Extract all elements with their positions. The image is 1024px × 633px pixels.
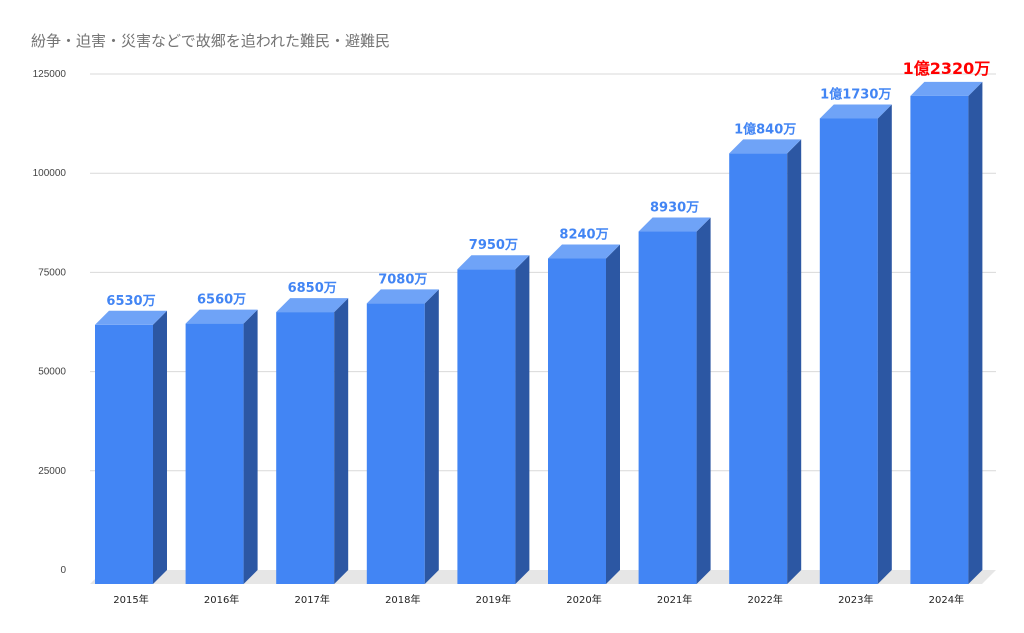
y-tick-label: 75000 bbox=[38, 267, 66, 278]
x-tick-label: 2018年 bbox=[385, 593, 420, 606]
x-tick-label: 2022年 bbox=[747, 593, 782, 606]
data-label: 8240万 bbox=[559, 228, 608, 243]
x-tick-label: 2016年 bbox=[204, 593, 239, 606]
bar-side bbox=[606, 244, 620, 584]
y-tick-label: 25000 bbox=[38, 466, 66, 477]
chart-title: 紛争・迫害・災害などで故郷を追われた難民・避難民 bbox=[31, 32, 390, 50]
data-label: 6560万 bbox=[197, 293, 246, 308]
bar-side bbox=[787, 139, 802, 585]
x-tick-label: 2021年 bbox=[657, 593, 692, 606]
y-tick-label: 100000 bbox=[33, 168, 67, 179]
bar-side bbox=[243, 309, 258, 584]
bar-front bbox=[276, 312, 335, 584]
data-label-highlight: 1億2320万 bbox=[903, 59, 991, 78]
bar-front bbox=[910, 95, 969, 584]
data-label: 7950万 bbox=[469, 238, 518, 253]
bar-top bbox=[638, 217, 711, 232]
bar-top bbox=[276, 298, 349, 313]
bar-front bbox=[457, 269, 516, 584]
data-label: 1億840万 bbox=[734, 121, 796, 137]
y-tick-label: 125000 bbox=[33, 69, 67, 80]
bar-top bbox=[819, 104, 892, 119]
bar-side bbox=[968, 81, 983, 584]
bar-top bbox=[366, 289, 439, 304]
bar-side bbox=[877, 104, 892, 585]
y-tick-label: 50000 bbox=[38, 367, 66, 378]
bar-side bbox=[153, 310, 167, 584]
bar-top bbox=[729, 139, 802, 154]
data-label: 1億1730万 bbox=[820, 86, 891, 102]
bar-side bbox=[515, 255, 530, 585]
y-tick-label: 0 bbox=[60, 565, 66, 576]
bar-top bbox=[910, 81, 983, 96]
x-tick-label: 2024年 bbox=[929, 593, 964, 606]
bar-top bbox=[548, 244, 620, 259]
bar-front bbox=[729, 153, 788, 585]
x-tick-label: 2017年 bbox=[294, 593, 329, 606]
data-label: 7080万 bbox=[378, 272, 427, 287]
bar-front bbox=[638, 231, 697, 584]
bar-front bbox=[185, 323, 244, 584]
bar-side bbox=[696, 217, 711, 584]
bar-front bbox=[366, 303, 425, 584]
bar-top bbox=[457, 255, 530, 270]
data-label: 6530万 bbox=[106, 294, 155, 309]
bar-side bbox=[334, 298, 349, 584]
bar-front bbox=[819, 118, 878, 585]
bar-top bbox=[95, 310, 167, 325]
bar-front bbox=[548, 258, 606, 584]
x-tick-label: 2020年 bbox=[566, 593, 601, 606]
bar-top bbox=[185, 309, 258, 324]
data-label: 8930万 bbox=[650, 201, 699, 216]
x-tick-label: 2019年 bbox=[476, 593, 511, 606]
x-tick-label: 2015年 bbox=[113, 593, 148, 606]
bar-front bbox=[95, 324, 153, 584]
data-label: 6850万 bbox=[288, 281, 337, 296]
x-tick-label: 2023年 bbox=[838, 593, 873, 606]
bar-side bbox=[424, 289, 439, 584]
